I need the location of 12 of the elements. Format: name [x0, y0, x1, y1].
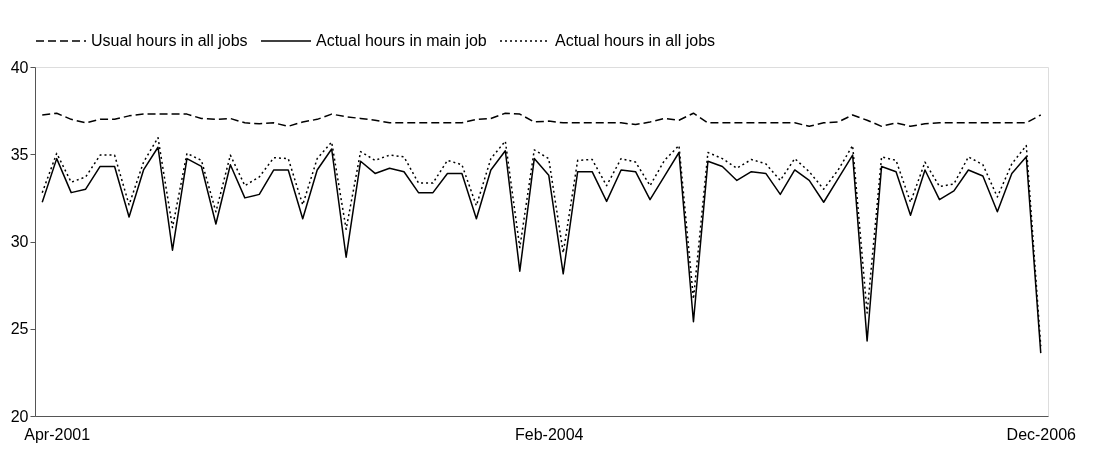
line-series — [41, 112, 1042, 128]
x-tick-label: Dec-2006 — [1006, 425, 1077, 443]
x-tick-label: Feb-2004 — [514, 425, 584, 443]
y-tick-label: 25 — [10, 320, 29, 338]
legend-label: Actual hours in all jobs — [555, 32, 716, 49]
y-tick-label: 35 — [10, 145, 29, 163]
y-tick-label: 40 — [10, 58, 29, 76]
legend-label: Usual hours in all jobs — [91, 32, 248, 49]
y-tick-label: 20 — [10, 407, 29, 425]
x-tick-label: Apr-2001 — [24, 425, 91, 443]
legend-label: Actual hours in main job — [316, 32, 487, 49]
y-tick-label: 30 — [10, 233, 29, 250]
